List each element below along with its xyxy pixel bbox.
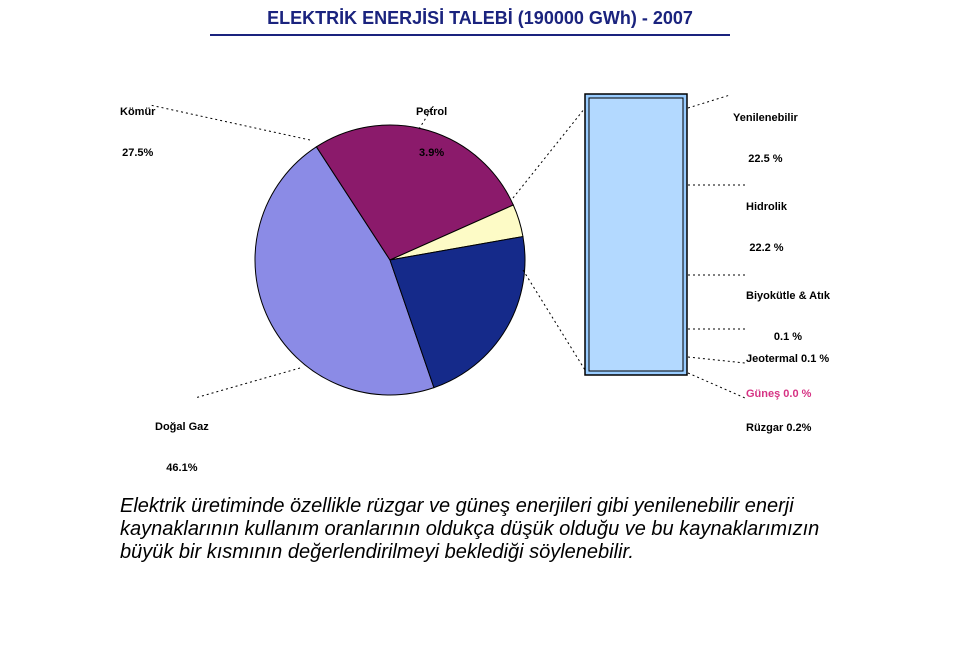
description-paragraph: Elektrik üretiminde özellikle rüzgar ve … [120,495,860,564]
callout-line [150,105,310,140]
label-petrol: Petrol 3.9% [416,78,447,174]
label-yenilenebilir: Yenilenebilir 22.5 % [733,84,798,180]
label-yenilenebilir-name: Yenilenebilir [733,112,798,126]
callout-line [688,95,730,108]
label-hidrolik-name: Hidrolik [746,201,787,215]
label-komur: Kömür 27.5% [120,78,155,174]
label-petrol-value: 3.9% [416,147,447,161]
label-yenilenebilir-value: 22.5 % [733,153,798,167]
callout-line [195,368,300,398]
label-komur-name: Kömür [120,106,155,120]
label-ruzgar-name: Rüzgar 0.2% [746,422,811,436]
callout-line [688,357,745,363]
callout-line [523,270,585,370]
label-dogalgaz-name: Doğal Gaz [155,421,209,435]
label-ruzgar: Rüzgar 0.2% [746,394,811,449]
label-hidrolik-value: 22.2 % [746,242,787,256]
label-biyokutle-name: Biyokütle & Atık [746,290,830,304]
label-petrol-name: Petrol [416,106,447,120]
label-komur-value: 27.5% [120,147,155,161]
callout-line [688,373,745,398]
label-hidrolik: Hidrolik 22.2 % [746,173,787,269]
label-dogalgaz: Doğal Gaz 46.1% [155,393,209,489]
label-dogalgaz-value: 46.1% [155,462,209,476]
callout-line [513,108,585,198]
pie-chart [0,0,960,470]
